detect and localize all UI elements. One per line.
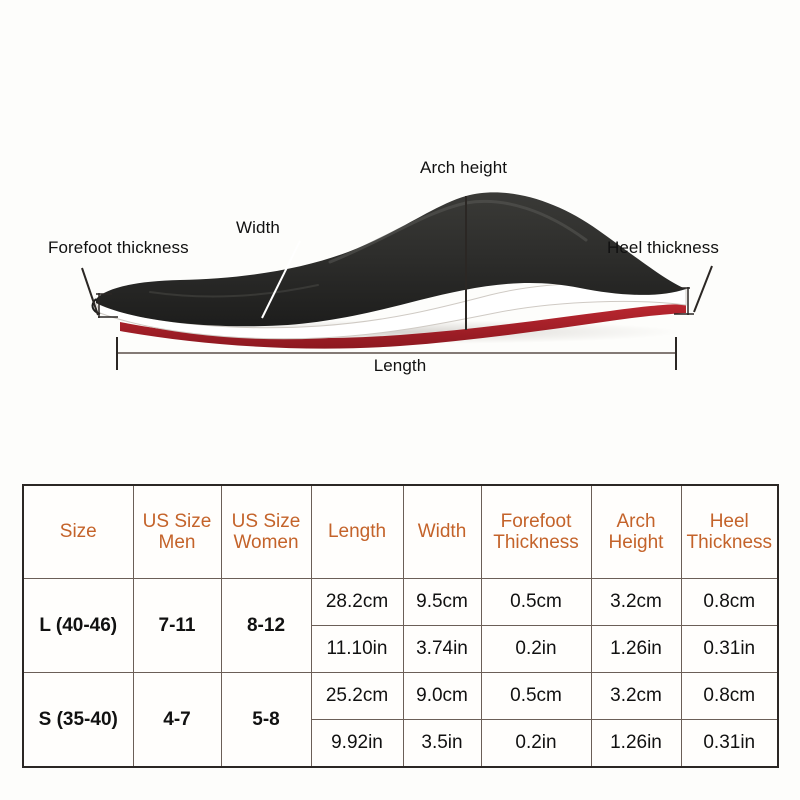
column-header-arch-height-line2: Height bbox=[608, 532, 664, 553]
column-header-forefoot-thickness-line2: Thickness bbox=[493, 532, 579, 553]
cell-width-s-cm: 9.0cm bbox=[402, 672, 482, 720]
column-header-forefoot-thickness: Forefoot Thickness bbox=[480, 484, 592, 579]
table-row: S (35-40) 4-7 5-8 25.2cm 9.0cm 0.5cm 3.2… bbox=[22, 672, 779, 768]
column-header-us-size-women: US Size Women bbox=[220, 484, 312, 579]
insole-outsole-red-layer bbox=[120, 304, 686, 349]
cell-arch-height-s-in: 1.26in bbox=[590, 719, 682, 768]
insole-top-foam-body bbox=[96, 192, 686, 327]
column-header-width-line1: Width bbox=[417, 521, 467, 543]
cell-forefoot-thickness-l-cm: 0.5cm bbox=[480, 578, 592, 626]
column-header-heel-thickness-line2: Thickness bbox=[686, 532, 773, 553]
column-header-us-size-men: US Size Men bbox=[132, 484, 222, 579]
insole-illustration bbox=[81, 192, 713, 370]
cell-heel-thickness-l-in: 0.31in bbox=[680, 625, 779, 673]
column-header-heel-thickness-line1: Heel bbox=[709, 510, 749, 532]
cell-length-l-cm: 28.2cm bbox=[310, 578, 404, 626]
insole-diagram-panel: Forefoot thickness Width Arch height Hee… bbox=[48, 158, 719, 375]
forefoot-thickness-leader-line bbox=[81, 267, 99, 316]
table-row: L (40-46) 7-11 8-12 28.2cm 9.5cm 0.5cm 3… bbox=[22, 578, 779, 673]
column-header-us-size-men-line1: US Size bbox=[142, 510, 212, 532]
column-header-width: Width bbox=[402, 484, 482, 579]
column-header-us-size-women-line1: US Size bbox=[231, 510, 301, 532]
cell-width-l-cm: 9.5cm bbox=[402, 578, 482, 626]
cell-length-s-cm: 25.2cm bbox=[310, 672, 404, 720]
cell-forefoot-thickness-s-in: 0.2in bbox=[480, 719, 592, 768]
cell-forefoot-thickness-s-cm: 0.5cm bbox=[480, 672, 592, 720]
cell-width-s-in: 3.5in bbox=[402, 719, 482, 768]
column-header-us-size-women-line2: Women bbox=[233, 532, 299, 553]
column-header-length-line1: Length bbox=[327, 521, 387, 543]
cell-size-s: S (35-40) bbox=[22, 672, 134, 768]
table-row: 9.92in 3.5in 0.2in 1.26in 0.31in bbox=[23, 719, 779, 768]
heel-thickness-leader-line bbox=[693, 265, 713, 313]
column-header-length: Length bbox=[310, 484, 404, 579]
label-arch-height: Arch height bbox=[420, 158, 508, 177]
cell-arch-height-l-cm: 3.2cm bbox=[590, 578, 682, 626]
cell-heel-thickness-s-cm: 0.8cm bbox=[680, 672, 779, 720]
cell-width-l-in: 3.74in bbox=[402, 625, 482, 673]
column-header-forefoot-thickness-line1: Forefoot bbox=[500, 510, 572, 532]
cell-us-size-men-l: 7-11 bbox=[132, 578, 222, 673]
label-width: Width bbox=[236, 218, 280, 237]
column-header-size: Size bbox=[22, 484, 134, 579]
label-forefoot-thickness: Forefoot thickness bbox=[48, 238, 189, 257]
column-header-us-size-men-line2: Men bbox=[158, 532, 196, 553]
column-header-heel-thickness: Heel Thickness bbox=[680, 484, 779, 579]
column-header-size-line1: Size bbox=[59, 521, 97, 543]
cell-us-size-women-s: 5-8 bbox=[220, 672, 312, 768]
table-row: 11.10in 3.74in 0.2in 1.26in 0.31in bbox=[23, 625, 779, 673]
table-header-row: Size US Size Men US Size Women Length Wi… bbox=[22, 484, 779, 579]
cell-arch-height-l-in: 1.26in bbox=[590, 625, 682, 673]
cell-length-l-in: 11.10in bbox=[310, 625, 404, 673]
cell-size-l: L (40-46) bbox=[22, 578, 134, 673]
cell-us-size-women-l: 8-12 bbox=[220, 578, 312, 673]
label-heel-thickness: Heel thickness bbox=[607, 238, 719, 257]
cell-length-s-in: 9.92in bbox=[310, 719, 404, 768]
width-leader-line bbox=[261, 240, 301, 319]
size-spec-table: Size US Size Men US Size Women Length Wi… bbox=[22, 484, 779, 768]
cell-forefoot-thickness-l-in: 0.2in bbox=[480, 625, 592, 673]
column-header-arch-height: Arch Height bbox=[590, 484, 682, 579]
cell-arch-height-s-cm: 3.2cm bbox=[590, 672, 682, 720]
insole-forefoot-highlight bbox=[149, 284, 319, 298]
cell-heel-thickness-l-cm: 0.8cm bbox=[680, 578, 779, 626]
label-length: Length bbox=[373, 356, 427, 375]
cell-heel-thickness-s-in: 0.31in bbox=[680, 719, 779, 768]
column-header-arch-height-line1: Arch bbox=[616, 510, 656, 532]
size-spec-table-container: Size US Size Men US Size Women Length Wi… bbox=[22, 484, 779, 768]
cell-us-size-men-s: 4-7 bbox=[132, 672, 222, 768]
